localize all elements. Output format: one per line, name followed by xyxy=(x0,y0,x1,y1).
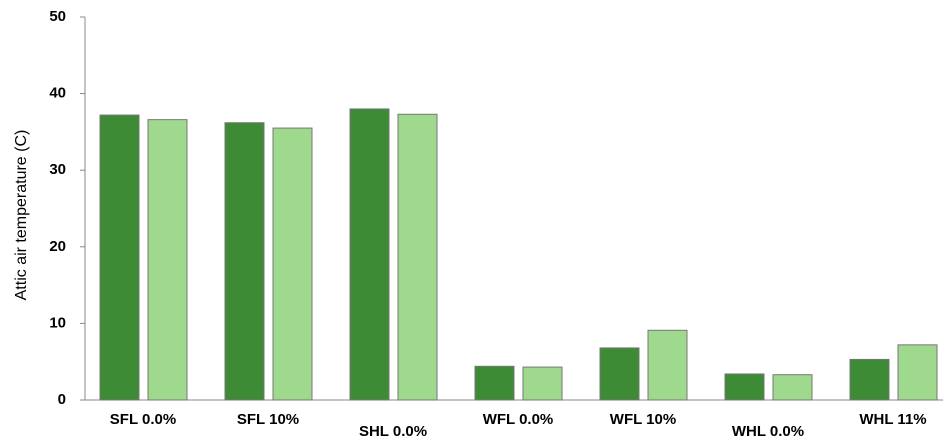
y-axis-label: Attic air temperature (C) xyxy=(13,130,30,301)
x-tick-label: WHL 0.0% xyxy=(732,423,804,440)
x-tick-label: SFL 0.0% xyxy=(110,411,176,428)
bar xyxy=(772,374,813,401)
x-tick-label: SHL 0.0% xyxy=(359,423,427,440)
y-tick-label: 30 xyxy=(49,161,66,178)
bar xyxy=(474,365,515,401)
bar xyxy=(224,122,265,401)
bar xyxy=(397,113,438,401)
y-tick-label: 50 xyxy=(49,8,66,25)
bar xyxy=(897,344,938,401)
bar xyxy=(522,366,563,401)
bar xyxy=(99,114,140,401)
bar xyxy=(724,373,765,401)
bar xyxy=(849,358,890,401)
bar xyxy=(147,119,188,401)
y-tick-label: 40 xyxy=(49,85,66,102)
x-tick-label: WFL 10% xyxy=(610,411,676,428)
bar xyxy=(647,329,688,401)
bar xyxy=(272,127,313,401)
y-tick-label: 10 xyxy=(49,314,66,331)
bar xyxy=(349,108,390,401)
bar xyxy=(599,347,640,401)
y-tick-label: 0 xyxy=(58,391,66,408)
x-tick-label: WHL 11% xyxy=(859,411,926,428)
x-tick-label: SFL 10% xyxy=(237,411,299,428)
x-tick-label: WFL 0.0% xyxy=(483,411,554,428)
y-tick-label: 20 xyxy=(49,238,66,255)
